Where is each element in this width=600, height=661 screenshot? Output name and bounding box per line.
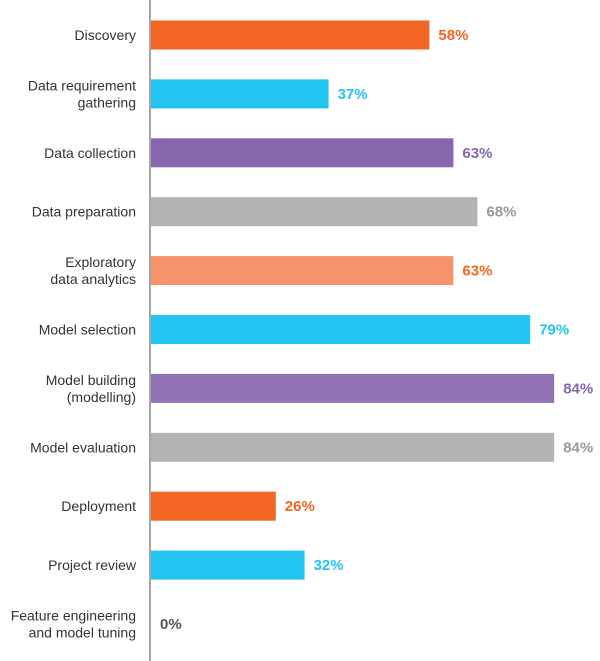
bar-value-label: 26% [285, 498, 315, 515]
bar [151, 197, 478, 227]
category-label: Data requirement gathering [28, 77, 136, 110]
bar [151, 373, 555, 403]
category-label-line: gathering [78, 94, 136, 110]
category-label: Discovery [75, 27, 136, 43]
category-label: Model building (modelling) [46, 372, 136, 405]
category-label-line: Model building [46, 372, 136, 388]
category-label-line: Data preparation [32, 204, 136, 220]
bar-value-label: 79% [539, 322, 569, 339]
bar-value-label: 32% [314, 557, 344, 574]
bar [151, 315, 531, 344]
category-label: Feature engineering and model tuning [11, 608, 136, 641]
category-label: Data collection [44, 145, 136, 161]
category-label-line: Data collection [44, 145, 136, 161]
category-label: Model selection [39, 322, 136, 338]
category-label: Data preparation [32, 204, 136, 220]
bar [151, 256, 454, 286]
bar-value-label: 84% [563, 439, 593, 456]
bar-value-label: 84% [563, 380, 593, 397]
bar [151, 138, 454, 168]
bar-value-label: 63% [462, 263, 492, 280]
bar-value-label: 58% [438, 27, 468, 44]
category-label-line: Model selection [39, 322, 136, 338]
bar-value-label: 63% [462, 145, 492, 162]
bar [151, 20, 430, 50]
category-label-line: Exploratory [65, 254, 136, 270]
category-label-line: Model evaluation [30, 439, 136, 455]
category-label-line: Deployment [61, 498, 136, 514]
bar [151, 432, 555, 462]
bar-value-label: 0% [160, 616, 182, 633]
category-label-line: and model tuning [29, 625, 136, 641]
category-label-line: Discovery [75, 27, 136, 43]
category-label: Deployment [61, 498, 136, 514]
category-label-line: Project review [48, 557, 137, 573]
category-label: Model evaluation [30, 439, 136, 455]
category-label: Exploratory data analytics [50, 254, 136, 287]
category-label-line: data analytics [50, 271, 136, 287]
bar-value-label: 68% [486, 204, 516, 221]
category-label: Project review [48, 557, 137, 573]
category-label-line: (modelling) [67, 389, 136, 405]
category-label-line: Feature engineering [11, 608, 136, 624]
category-label-line: Data requirement [28, 77, 136, 93]
bar [151, 491, 276, 521]
bar [151, 550, 305, 580]
bar-value-label: 37% [338, 86, 368, 103]
bar [151, 79, 329, 109]
